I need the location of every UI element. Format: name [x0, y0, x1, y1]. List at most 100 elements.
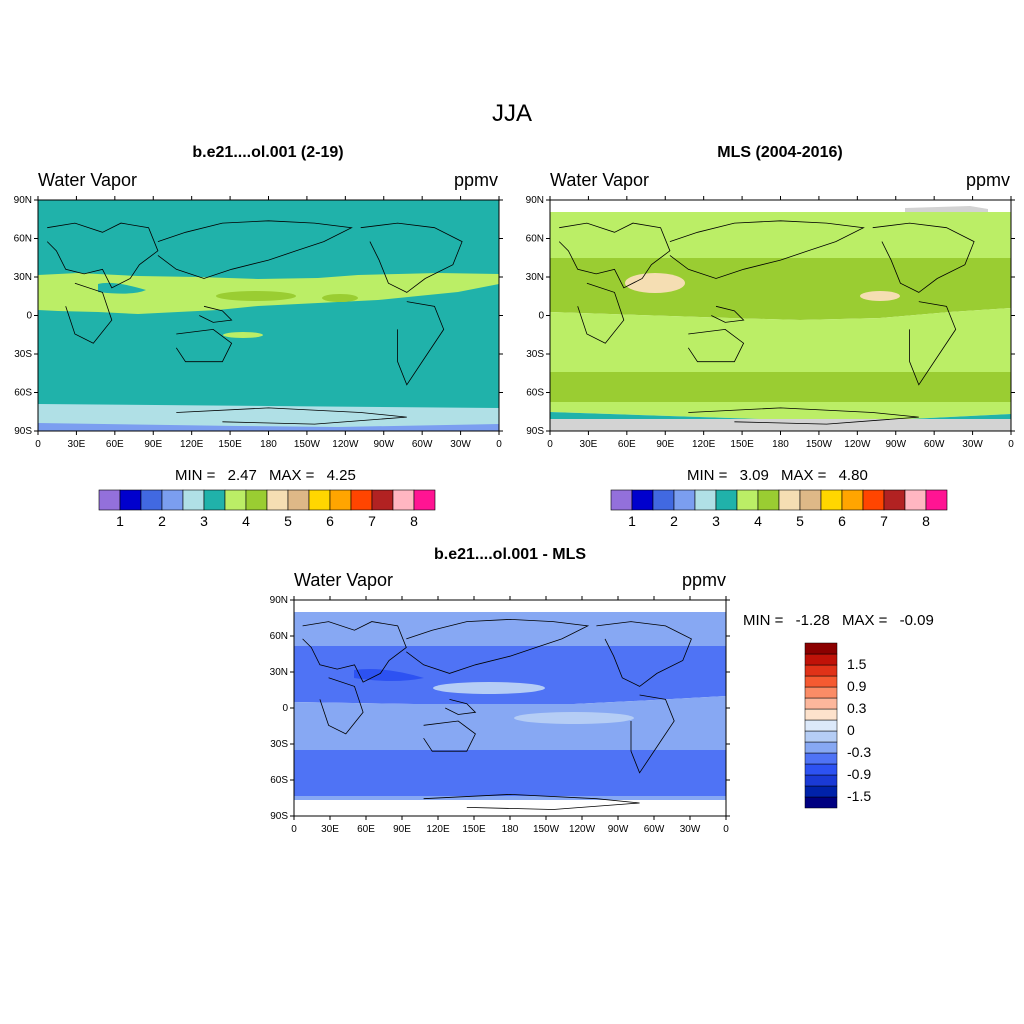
lon-tick-label: 180 [260, 439, 277, 450]
lat-tick-label: 90S [526, 426, 544, 437]
obs-max-value: 4.80 [838, 467, 868, 484]
coastline-segment [423, 720, 476, 752]
colorbar-swatch [804, 697, 838, 710]
diff-northern-band [294, 612, 726, 646]
colorbar-swatch [804, 686, 838, 699]
obs-tropical-band [550, 258, 1011, 320]
figure-title: JJA [491, 100, 532, 127]
coastline-segment [711, 305, 745, 323]
coastline-segment [157, 220, 353, 279]
colorbar-label: 4 [754, 513, 762, 529]
colorbar-swatch [182, 489, 205, 511]
obs-northern-band [550, 212, 1011, 258]
lon-tick-label: 150E [462, 824, 486, 835]
model-pacific-patch [216, 291, 296, 301]
coastline-segment [577, 282, 625, 344]
colorbar-swatch [862, 489, 885, 511]
lon-tick-label: 90W [373, 439, 394, 450]
model-coastlines [46, 220, 463, 425]
lat-tick-label: 30N [270, 667, 288, 678]
lon-tick-label: 0 [723, 824, 729, 835]
obs-missing-north [905, 206, 988, 212]
model-minmax: MIN = 2.47 MAX = 4.25 [175, 467, 356, 484]
diff-units-label: ppmv [682, 570, 727, 590]
coastline-segment [319, 677, 364, 735]
colorbar-swatch [119, 489, 142, 511]
lat-tick-label: 60S [526, 388, 544, 399]
colorbar-swatch [804, 752, 838, 765]
lon-tick-label: 30W [450, 439, 471, 450]
colorbar-swatch [778, 489, 801, 511]
coastline-segment [596, 621, 692, 687]
colorbar-swatch [804, 653, 838, 666]
lon-tick-label: 90E [393, 824, 411, 835]
coastline-segment [688, 407, 919, 425]
lon-tick-label: 120E [426, 824, 450, 835]
colorbar-swatch [224, 489, 247, 511]
model-min-label: MIN = [175, 467, 216, 484]
colorbar-swatch [287, 489, 310, 511]
lat-tick-label: 90S [270, 811, 288, 822]
model-polar-cap [38, 423, 499, 431]
lon-tick-label: 60E [106, 439, 124, 450]
colorbar-swatch [694, 489, 717, 511]
colorbar-swatch [804, 730, 838, 743]
colorbar-label: 1 [628, 513, 636, 529]
lon-tick-label: 150W [806, 439, 833, 450]
lat-tick-label: 0 [26, 311, 32, 322]
colorbar-label: 0.3 [847, 700, 867, 716]
model-colorbar: 1 2 3 4 5 6 7 8 [98, 489, 436, 529]
diff-pacific-patch [433, 682, 545, 694]
lon-tick-label: 180 [502, 824, 519, 835]
colorbar-swatch [392, 489, 415, 511]
colorbar-label: 7 [880, 513, 888, 529]
lon-tick-label: 150W [294, 439, 321, 450]
colorbar-label: 8 [410, 513, 418, 529]
lat-tick-label: 90N [526, 195, 544, 206]
obs-midlat-band [550, 372, 1011, 402]
colorbar-swatch [266, 489, 289, 511]
obs-max-label: MAX = [780, 467, 827, 484]
diff-min-value: -1.28 [795, 612, 830, 629]
diff-subpolar-band [294, 796, 726, 800]
diff-midlat-dark-band [294, 750, 726, 800]
lon-tick-label: 90E [656, 439, 674, 450]
colorbar-swatch [329, 489, 352, 511]
colorbar-label: 2 [158, 513, 166, 529]
lat-tick-label: 60S [270, 775, 288, 786]
lon-tick-label: 180 [772, 439, 789, 450]
diff-min-label: MIN = [743, 612, 784, 629]
lon-tick-label: 60W [412, 439, 433, 450]
lat-tick-label: 90S [14, 426, 32, 437]
diff-minmax: MIN = -1.28 MAX = -0.09 [743, 612, 934, 629]
lat-tick-label: 30S [14, 349, 32, 360]
coastline-segment [909, 301, 957, 386]
colorbar-swatch [203, 489, 226, 511]
lon-tick-label: 120E [180, 439, 204, 450]
colorbar-swatch [350, 489, 373, 511]
colorbar-swatch [98, 489, 121, 511]
diff-variable-label: Water Vapor [294, 570, 394, 590]
lon-tick-label: 30W [680, 824, 701, 835]
colorbar-label: 3 [712, 513, 720, 529]
coastline-segment [630, 694, 675, 774]
lat-tick-label: 30S [526, 349, 544, 360]
lon-tick-label: 90W [885, 439, 906, 450]
model-atlantic-patch [322, 294, 358, 302]
coastline-segment [687, 328, 745, 363]
colorbar-swatch [841, 489, 864, 511]
colorbar-label: 0 [847, 722, 855, 738]
lat-tick-label: 90N [270, 595, 288, 606]
lat-tick-label: 0 [538, 311, 544, 322]
colorbar-label: -0.9 [847, 766, 871, 782]
lon-tick-label: 60W [644, 824, 665, 835]
colorbar-label: 8 [922, 513, 930, 529]
model-background [38, 200, 499, 431]
diff-colorbar: 1.5 0.9 0.3 0 -0.3 -0.9 -1.5 [804, 642, 871, 809]
colorbar-label: 1 [116, 513, 124, 529]
colorbar-label: 5 [284, 513, 292, 529]
lon-tick-label: 0 [35, 439, 41, 450]
obs-min-value: 3.09 [739, 467, 769, 484]
lon-tick-label: 150W [533, 824, 560, 835]
